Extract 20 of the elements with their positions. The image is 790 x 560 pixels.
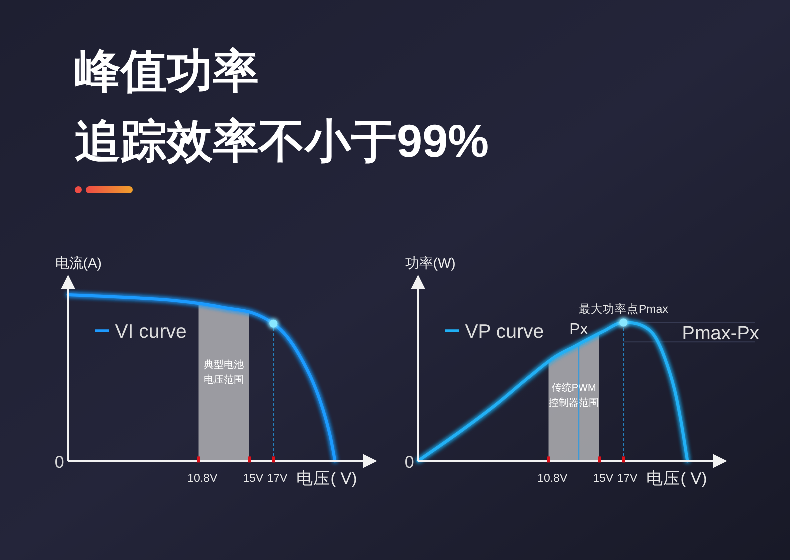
x-axis-title: 电压( V) xyxy=(646,470,708,488)
chart-subtitle: 追踪效率不小于99% xyxy=(75,115,490,167)
chart-title: 峰值功率 xyxy=(75,45,259,97)
legend-label: VI curve xyxy=(115,320,187,343)
y-axis-title: 电流(A) xyxy=(55,255,102,271)
x-tick-label: 17V xyxy=(617,473,638,486)
band-label: 典型电池电压范围 xyxy=(204,359,244,386)
x-tick-label: 17V xyxy=(267,473,288,486)
x-tick-label: 10.8V xyxy=(538,473,568,486)
x-tick-label: 15V xyxy=(593,473,614,486)
annotation: Pmax-Px xyxy=(682,323,760,344)
x-tick-label: 15V xyxy=(243,473,264,486)
ref-line-label: 最大功率点Pmax xyxy=(578,302,669,316)
text: 0 xyxy=(404,453,414,472)
ref-line-label: Px xyxy=(570,321,588,338)
x-tick-label: 10.8V xyxy=(188,473,218,486)
x-axis-title: 电压( V) xyxy=(296,470,358,488)
text: 0 xyxy=(54,453,64,472)
y-axis-title: 功率(W) xyxy=(405,255,456,271)
legend-label: VP curve xyxy=(465,320,544,343)
